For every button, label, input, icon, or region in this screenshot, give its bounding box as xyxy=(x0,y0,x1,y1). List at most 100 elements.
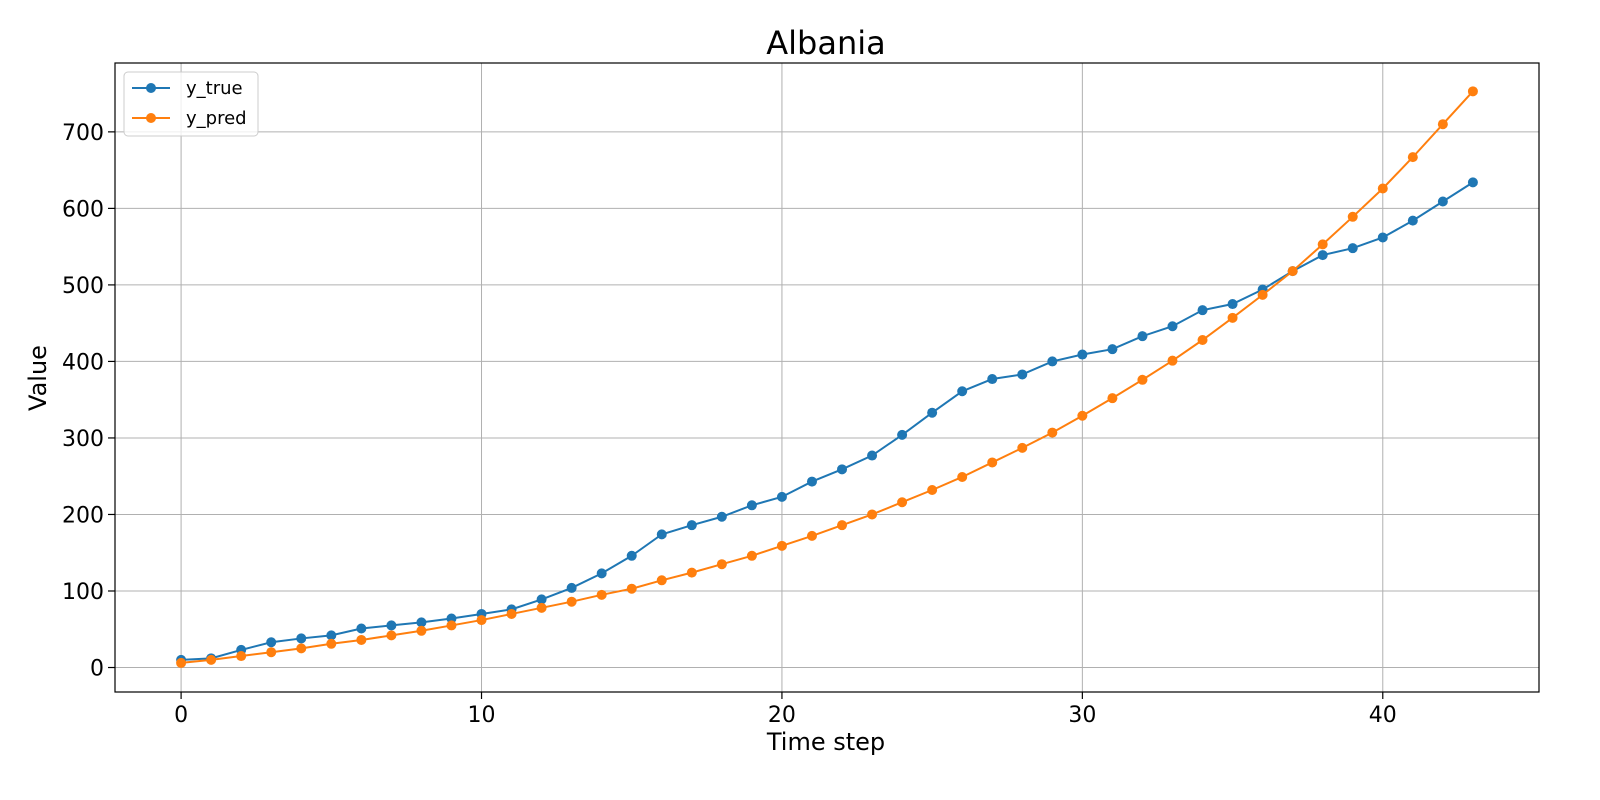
data-point-y-true xyxy=(356,623,367,634)
y-tick-label: 500 xyxy=(62,274,104,299)
data-point-y-pred xyxy=(266,647,277,658)
y-tick-label: 200 xyxy=(62,503,104,528)
data-point-y-true xyxy=(837,464,848,475)
data-point-y-true xyxy=(897,429,908,440)
legend-marker-y-pred xyxy=(146,113,156,123)
series-line-y-true xyxy=(181,181,1474,661)
data-point-y-true xyxy=(326,630,337,641)
data-series xyxy=(176,86,1478,668)
data-point-y-true xyxy=(1317,250,1328,261)
legend-marker-y-true xyxy=(146,83,156,93)
data-point-y-pred xyxy=(446,620,457,631)
data-point-y-pred xyxy=(1467,86,1478,97)
data-point-y-true xyxy=(266,637,277,648)
y-tick-label: 400 xyxy=(62,350,104,375)
data-point-y-pred xyxy=(206,654,217,665)
data-point-y-true xyxy=(446,613,457,624)
data-point-y-pred xyxy=(326,638,337,649)
data-point-y-pred xyxy=(386,630,397,641)
data-point-y-pred xyxy=(1287,266,1298,277)
data-point-y-true xyxy=(1347,243,1358,254)
data-point-y-pred xyxy=(1317,239,1328,250)
data-point-y-pred xyxy=(1437,119,1448,130)
data-point-y-pred xyxy=(566,596,577,607)
x-tick-label: 30 xyxy=(1068,703,1096,728)
data-point-y-true xyxy=(1227,299,1238,310)
data-point-y-true xyxy=(1407,215,1418,226)
data-point-y-pred xyxy=(716,559,727,570)
data-point-y-pred xyxy=(806,530,817,541)
plot-frame xyxy=(114,62,1540,693)
data-point-y-true xyxy=(1107,344,1118,355)
y-tick-label: 0 xyxy=(90,657,104,682)
series-y-pred xyxy=(176,86,1478,668)
data-point-y-true xyxy=(1077,349,1088,360)
data-point-y-pred xyxy=(837,520,848,531)
data-point-y-pred xyxy=(1347,211,1358,222)
data-point-y-true xyxy=(1437,196,1448,207)
data-point-y-pred xyxy=(296,643,307,654)
x-tick-label: 40 xyxy=(1369,703,1397,728)
data-point-y-pred xyxy=(1257,289,1268,300)
y-tick-label: 600 xyxy=(62,197,104,222)
y-tick-label: 100 xyxy=(62,580,104,605)
legend: y_true y_pred xyxy=(123,71,259,137)
data-point-y-true xyxy=(746,500,757,511)
data-point-y-pred xyxy=(1137,374,1148,385)
series-y-true xyxy=(176,177,1478,665)
data-point-y-true xyxy=(716,511,727,522)
data-point-y-pred xyxy=(987,457,998,468)
data-point-y-true xyxy=(1197,305,1208,316)
data-point-y-pred xyxy=(1107,393,1118,404)
data-point-y-true xyxy=(686,520,697,531)
y-axis-label: Value xyxy=(24,345,52,411)
data-point-y-true xyxy=(1377,232,1388,243)
grid-lines xyxy=(115,63,1539,692)
data-point-y-pred xyxy=(476,615,487,626)
x-tick-label: 0 xyxy=(174,703,188,728)
data-point-y-pred xyxy=(1017,442,1028,453)
y-tick-label: 700 xyxy=(62,121,104,146)
legend-label-y-true: y_true xyxy=(186,78,243,99)
data-point-y-true xyxy=(867,450,878,461)
x-axis-label: Time step xyxy=(766,728,885,756)
data-point-y-pred xyxy=(596,589,607,600)
data-point-y-pred xyxy=(506,608,517,619)
data-point-y-pred xyxy=(1407,152,1418,163)
data-point-y-pred xyxy=(236,651,247,662)
data-point-y-true xyxy=(536,594,547,605)
data-point-y-true xyxy=(416,617,427,628)
data-point-y-pred xyxy=(1227,312,1238,323)
legend-label-y-pred: y_pred xyxy=(186,108,247,129)
chart-title: Albania xyxy=(766,24,885,62)
data-point-y-true xyxy=(806,476,817,487)
data-point-y-true xyxy=(386,620,397,631)
data-point-y-pred xyxy=(1077,410,1088,421)
data-point-y-pred xyxy=(957,471,968,482)
data-point-y-true xyxy=(626,550,637,561)
data-point-y-true xyxy=(566,582,577,593)
data-point-y-pred xyxy=(536,602,547,613)
data-point-y-true xyxy=(296,633,307,644)
data-point-y-pred xyxy=(1047,427,1058,438)
data-point-y-pred xyxy=(356,634,367,645)
data-point-y-pred xyxy=(656,575,667,586)
x-tick-label: 20 xyxy=(768,703,796,728)
data-point-y-pred xyxy=(1377,183,1388,194)
data-point-y-pred xyxy=(867,509,878,520)
data-point-y-true xyxy=(957,386,968,397)
data-point-y-true xyxy=(927,407,938,418)
data-point-y-true xyxy=(656,529,667,540)
data-point-y-pred xyxy=(416,625,427,636)
data-point-y-pred xyxy=(927,484,938,495)
data-point-y-true xyxy=(1467,177,1478,188)
data-point-y-true xyxy=(987,374,998,385)
data-point-y-true xyxy=(1017,369,1028,380)
data-point-y-pred xyxy=(776,540,787,551)
data-point-y-pred xyxy=(686,567,697,578)
data-point-y-pred xyxy=(176,657,187,668)
data-point-y-pred xyxy=(897,497,908,508)
data-point-y-pred xyxy=(626,583,637,594)
